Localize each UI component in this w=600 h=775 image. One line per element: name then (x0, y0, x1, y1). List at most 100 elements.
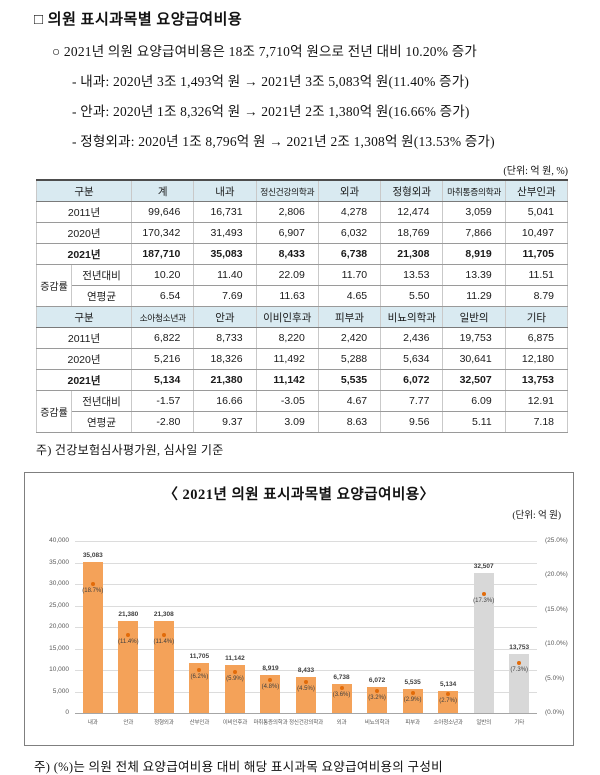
gridline (75, 627, 537, 628)
table-cell: 2,806 (255, 201, 319, 223)
percent-marker-dot (268, 677, 273, 682)
table-cell: 7.69 (193, 285, 257, 307)
bar-value-label: 13,753 (509, 643, 530, 651)
x-axis-category-label: 정신건강의학과 (288, 720, 324, 726)
table-cell: 16,731 (193, 201, 257, 223)
table-cell: 9.56 (380, 411, 444, 433)
secondary-axis-tick-label: (20.0%) (545, 571, 568, 579)
table-cell: 12,474 (380, 201, 444, 223)
table-cell: 13.53 (380, 264, 444, 286)
table-row: 2021년 5,134 21,380 11,142 5,535 6,072 32,507 13… (35, 369, 569, 391)
y-axis-tick-label: 40,000 (49, 537, 69, 544)
table-source-note: 주) 건강보험심사평가원, 심사일 기준 (36, 443, 224, 457)
table-cell: 12.91 (504, 390, 569, 412)
percent-marker-dot (161, 632, 166, 637)
chart-bar (509, 653, 530, 713)
chart-bar (153, 621, 174, 713)
bar-value-label: 35,083 (82, 552, 103, 560)
chart-bar (189, 662, 210, 713)
table-cell: 3,059 (442, 201, 506, 223)
col-header: 소아청소년과 (131, 306, 195, 328)
col-header: 일반의 (442, 306, 506, 328)
table-cell: 3.09 (255, 411, 319, 433)
table-cell: 7.18 (504, 411, 569, 433)
bar-value-label: 11,705 (189, 652, 210, 660)
row-label: 2020년 (35, 222, 133, 244)
chart-panel: 〈 2021년 의원 표시과목별 요양급여비용〉 (단위: 억 원) 0 5,00… (24, 472, 574, 746)
gridline (75, 541, 537, 542)
bar-value-label: 8,433 (297, 666, 315, 674)
bar-percent-label: (17.3%) (473, 597, 495, 604)
chart-bar (260, 674, 281, 713)
table-cell: 9.37 (193, 411, 257, 433)
row-label: 연평균 (70, 285, 133, 307)
table-cell: 6,907 (255, 222, 319, 244)
row-label: 2011년 (35, 201, 133, 223)
chart-bar (118, 621, 139, 713)
sub-bullet-orthopedics: - 정형외과: 2020년 1조 8,796억 원 → 2021년 2조 1,3… (72, 134, 495, 149)
chart-bar (473, 573, 494, 713)
table-cell: 5,634 (380, 348, 444, 370)
bar-percent-label: (2.9%) (403, 697, 422, 704)
col-header: 피부과 (317, 306, 382, 328)
bar-percent-label: (5.9%) (226, 676, 244, 683)
x-axis-category-label: 정형외과 (154, 720, 174, 726)
table-cell: 12,180 (504, 348, 569, 370)
table-cell: 8,919 (442, 243, 506, 265)
table-cell: 6,072 (380, 369, 444, 391)
y-axis-tick-label: 20,000 (49, 623, 69, 630)
table-cell: 21,380 (193, 369, 257, 391)
table-header-row: 구분 소아청소년과 안과 이비인후과 피부과 비뇨의학과 일반의 기타 (35, 306, 569, 328)
percent-marker-dot (232, 670, 237, 675)
table-cell: 5.11 (442, 411, 506, 433)
bar-percent-label: (6.2%) (190, 674, 209, 681)
table-cell: 13,753 (504, 369, 569, 391)
bar-value-label: 5,134 (440, 680, 457, 688)
table-row: 증감률 전년대비 -1.57 16.66 -3.05 4.67 7.77 6.09 12.91 (36, 390, 569, 433)
x-axis-category-label: 일반의 (476, 720, 491, 726)
table-row: 2020년 5,216 18,326 11,492 5,288 5,634 30,641 12… (35, 348, 569, 370)
bar-value-label: 6,738 (333, 674, 350, 682)
y-axis-tick-label: 35,000 (49, 558, 69, 566)
row-label: 2011년 (35, 327, 133, 349)
x-axis-category-label: 소아청소년과 (433, 720, 463, 726)
x-axis-category-label: 내과 (87, 720, 98, 726)
x-axis-category-label: 피부과 (405, 720, 420, 726)
table-unit-label: (단위: 억 원, %) (503, 166, 568, 177)
table-cell: 16.66 (193, 390, 257, 412)
rate-group-label: 증감률 (36, 264, 72, 307)
table-cell: 11,492 (255, 348, 319, 370)
bar-value-label: 5,535 (404, 679, 421, 687)
y-axis-tick-label: 30,000 (49, 580, 69, 587)
chart-bar (402, 689, 423, 713)
bar-value-label: 11,142 (225, 655, 245, 663)
table-cell: 8,733 (193, 327, 257, 349)
chart-bar (82, 562, 103, 713)
table-cell: 32,507 (442, 369, 506, 391)
table-cell: 2,420 (317, 327, 382, 349)
gridline (75, 670, 537, 671)
bar-chart: 0 5,000 10,000 15,000 20,000 25,000 30,000 35,0… (35, 537, 568, 726)
y-axis-tick-label: 15,000 (49, 644, 69, 652)
row-label: 2020년 (35, 348, 133, 370)
row-label: 연평균 (70, 411, 133, 433)
table-cell: 170,342 (131, 222, 195, 244)
y-axis-tick-label: 25,000 (49, 601, 69, 609)
percent-marker-dot (304, 680, 308, 685)
table-cell: 5,216 (131, 348, 195, 370)
chart-bar (438, 690, 459, 713)
table-header-row: 구분 계 내과 정신건강의학과 외과 정형외과 마취통증의학과 산부인과 (35, 179, 569, 202)
table-cell: 35,083 (193, 243, 257, 265)
secondary-axis-tick-label: (10.0%) (545, 640, 568, 648)
table-cell: 10.20 (131, 264, 195, 286)
percent-marker-dot (90, 582, 95, 587)
table-row: 연평균 -2.80 9.37 3.09 8.63 9.56 5.11 7.18 (37, 411, 569, 433)
gridline (75, 605, 537, 607)
table-cell: 6.09 (442, 390, 506, 412)
x-axis-category-label: 산부인과 (189, 720, 210, 726)
rate-group-label: 증감률 (36, 390, 72, 433)
col-header: 안과 (193, 306, 257, 328)
table-row: 2011년 6,822 8,733 8,220 2,420 2,436 19,753 6,87… (35, 327, 569, 349)
table-cell: 6.54 (131, 285, 195, 307)
